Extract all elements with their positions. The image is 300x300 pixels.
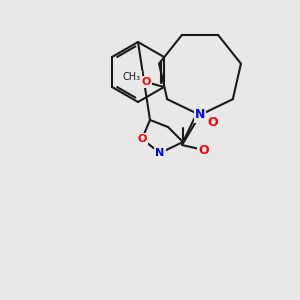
Text: O: O (199, 143, 209, 157)
Text: O: O (137, 134, 147, 144)
Text: N: N (155, 148, 165, 158)
Text: O: O (141, 77, 151, 87)
Text: CH₃: CH₃ (123, 72, 141, 82)
Text: N: N (195, 109, 205, 122)
Text: O: O (208, 116, 218, 128)
